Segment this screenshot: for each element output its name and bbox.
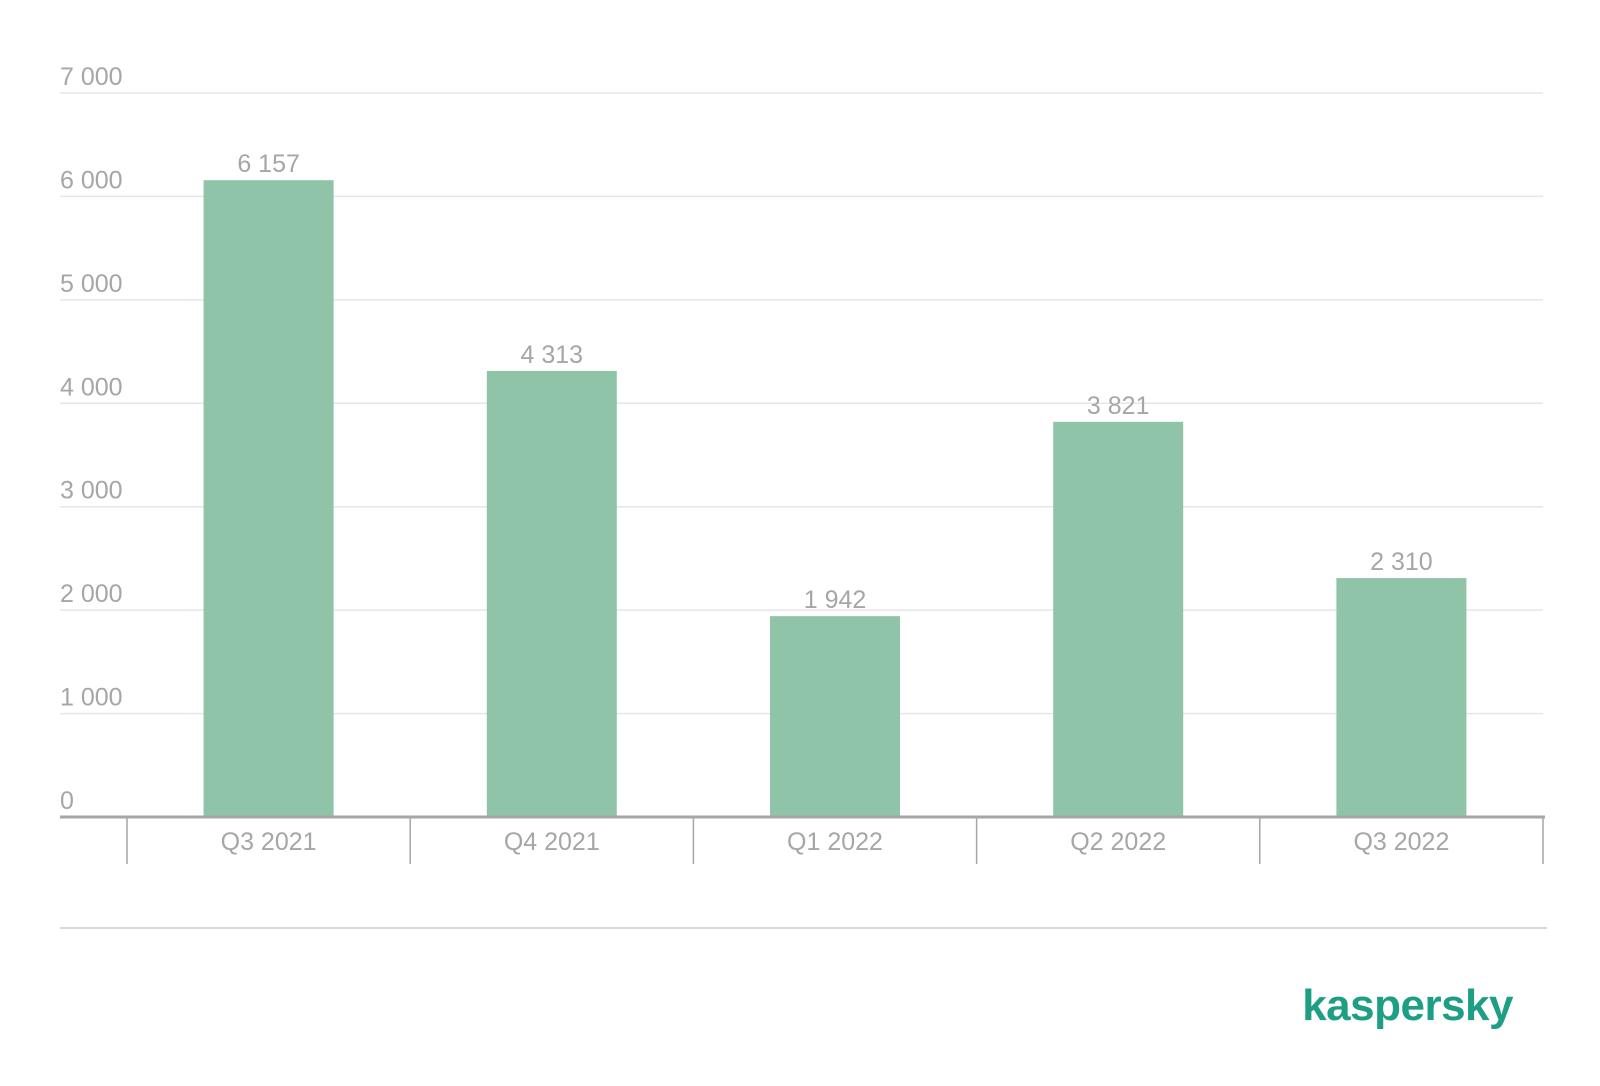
bars bbox=[203, 180, 1467, 817]
y-tick-label: 6 000 bbox=[60, 166, 123, 194]
y-tick-label: 0 bbox=[60, 787, 74, 815]
x-tick-label: Q3 2022 bbox=[1353, 828, 1449, 856]
bar-value-label: 2 310 bbox=[1370, 548, 1433, 576]
y-tick-label: 7 000 bbox=[60, 63, 123, 91]
kaspersky-logo: kaspersky bbox=[1302, 981, 1514, 1030]
bar bbox=[203, 180, 334, 817]
y-tick-label: 3 000 bbox=[60, 477, 123, 505]
x-tick-label: Q1 2022 bbox=[787, 828, 883, 856]
bar bbox=[486, 370, 617, 817]
bar-value-label: 6 157 bbox=[237, 150, 300, 178]
y-tick-label: 2 000 bbox=[60, 580, 123, 608]
y-tick-label: 1 000 bbox=[60, 684, 123, 712]
y-tick-label: 4 000 bbox=[60, 373, 123, 401]
x-axis-ticks: Q3 2021 Q4 2021 Q1 2022 Q2 2022 Q3 2022 bbox=[126, 817, 1544, 864]
bar bbox=[770, 616, 900, 817]
bar bbox=[1336, 578, 1467, 817]
data-labels: 6 157 4 313 1 942 3 821 2 310 bbox=[237, 150, 1432, 614]
x-tick-label: Q3 2021 bbox=[221, 828, 317, 856]
bar-value-label: 3 821 bbox=[1087, 392, 1150, 420]
y-axis-ticks: 0 1 000 2 000 3 000 4 000 5 000 6 000 7 000 bbox=[60, 63, 123, 815]
bar bbox=[1053, 421, 1184, 817]
y-tick-label: 5 000 bbox=[60, 270, 123, 298]
x-tick-label: Q4 2021 bbox=[504, 828, 600, 856]
x-tick-label: Q2 2022 bbox=[1070, 828, 1166, 856]
bar-value-label: 1 942 bbox=[804, 586, 867, 614]
bar-value-label: 4 313 bbox=[521, 341, 584, 369]
